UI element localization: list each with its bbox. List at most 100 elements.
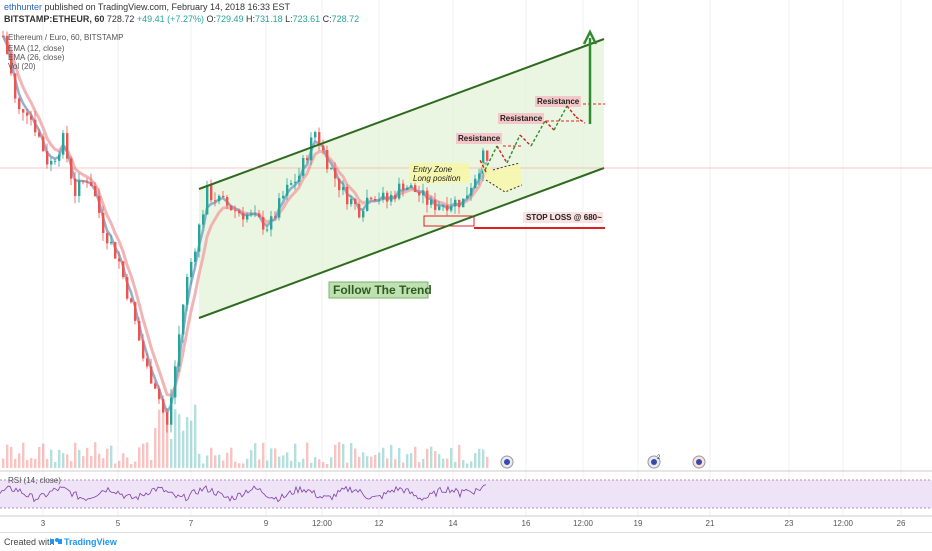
candle (26, 112, 29, 116)
candle (370, 197, 373, 199)
volume-bar (418, 462, 421, 468)
x-tick-label: 23 (785, 519, 794, 528)
volume-bar (482, 449, 485, 468)
volume-bar (354, 448, 357, 468)
volume-bar (46, 458, 49, 468)
legend-ema26[interactable]: EMA (26, close) (8, 53, 65, 62)
candle (94, 186, 97, 196)
candle (250, 213, 253, 215)
price-change: +49.41 (+7.27%) (136, 14, 204, 24)
candle (302, 158, 305, 176)
volume-bar (26, 459, 29, 468)
x-tick-label: 26 (897, 519, 906, 528)
candle (174, 366, 177, 398)
candle (82, 180, 85, 182)
volume-bar (358, 456, 361, 468)
volume-bar (286, 452, 289, 468)
volume-bar (386, 458, 389, 468)
volume-bar (438, 454, 441, 468)
candle (114, 242, 117, 259)
volume-bar (346, 462, 349, 468)
volume-bar (402, 462, 405, 468)
candle (90, 181, 93, 187)
tradingview-logo-icon (50, 538, 62, 544)
candle (390, 194, 393, 202)
trend-label: Follow The Trend (333, 283, 432, 297)
resistance-label-2: Resistance (500, 114, 543, 123)
candle (14, 73, 17, 99)
volume-bar (74, 442, 77, 468)
open-value: 729.49 (216, 14, 244, 24)
candle (18, 98, 21, 110)
volume-bar (34, 458, 37, 468)
long-position-label: Long position (413, 174, 461, 183)
volume-bar (202, 463, 205, 468)
tradingview-brand[interactable]: TradingView (64, 537, 117, 547)
volume-bar (86, 447, 89, 468)
volume-bar (14, 458, 17, 468)
volume-bar (118, 460, 121, 468)
x-tick-label: 16 (522, 519, 531, 528)
volume-bar (110, 445, 113, 468)
candle (438, 206, 441, 210)
legend-rsi[interactable]: RSI (14, close) (8, 476, 61, 485)
volume-bar (10, 446, 13, 468)
volume-bar (190, 420, 193, 468)
candle (262, 216, 265, 230)
volume-bar (462, 459, 465, 468)
candle (326, 149, 329, 170)
volume-bar (366, 456, 369, 468)
candle (234, 210, 237, 212)
projection-zone (479, 160, 522, 193)
candle (346, 186, 349, 205)
candle (246, 214, 249, 220)
volume-bar (374, 454, 377, 468)
volume-bars (2, 404, 489, 468)
candle (358, 203, 361, 218)
x-tick-label: 5 (116, 519, 121, 528)
volume-bar (234, 461, 237, 468)
volume-bar (270, 448, 273, 468)
candle (162, 399, 165, 413)
candle (70, 158, 73, 179)
candle (334, 168, 337, 179)
candle (42, 136, 45, 152)
candle (402, 183, 405, 190)
candle (274, 216, 277, 218)
candle (406, 187, 409, 190)
volume-bar (474, 453, 477, 468)
projection-arrows (479, 105, 586, 173)
candle (10, 54, 13, 74)
author-link[interactable]: ethhunter (4, 2, 43, 12)
candle (422, 190, 425, 196)
candle (362, 210, 365, 218)
volume-bar (294, 443, 297, 468)
candle (186, 276, 189, 305)
ema-26-line (1, 34, 489, 398)
candle (166, 412, 169, 425)
candle (342, 186, 345, 191)
candle (298, 175, 301, 182)
candle (270, 216, 273, 230)
volume-bar (410, 453, 413, 468)
candle (474, 178, 477, 188)
candle (430, 199, 433, 205)
candle (30, 115, 33, 120)
legend-vol[interactable]: Vol (20) (8, 62, 36, 71)
last-price: 728.72 (106, 14, 135, 24)
volume-bar (18, 453, 21, 468)
legend-ema12[interactable]: EMA (12, close) (8, 44, 65, 53)
candle (50, 160, 53, 165)
volume-bar (186, 417, 189, 468)
x-tick-label: 12:00 (312, 519, 333, 528)
candle (486, 150, 489, 161)
rsi-band (0, 480, 932, 508)
volume-bar (314, 457, 317, 468)
volume-bar (398, 447, 401, 468)
candle (322, 145, 325, 150)
volume-bar (238, 463, 241, 468)
volume-bar (458, 444, 461, 468)
candle (218, 195, 221, 202)
candle (154, 383, 157, 389)
volume-bar (394, 459, 397, 468)
